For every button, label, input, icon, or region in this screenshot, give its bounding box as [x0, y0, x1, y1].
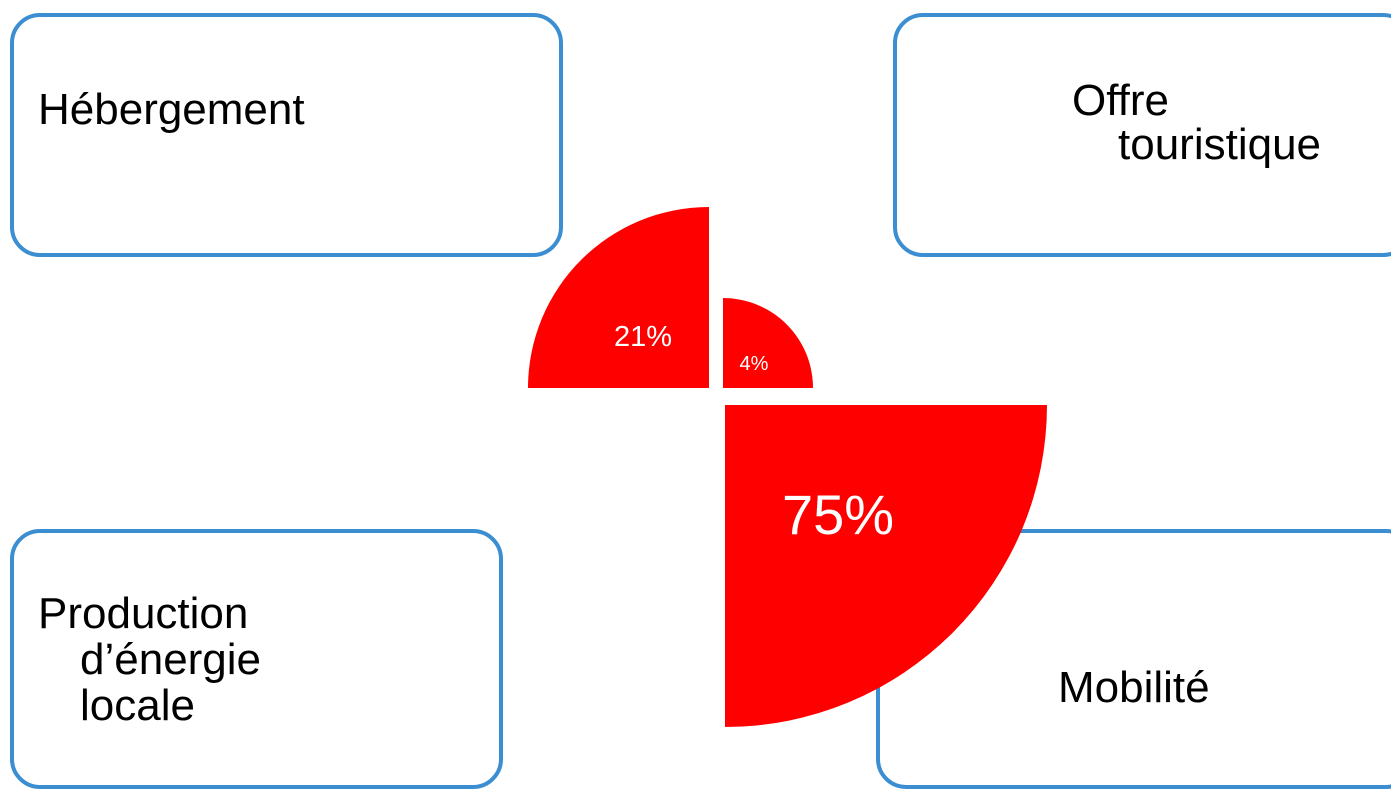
production-label-line-1: Production	[38, 589, 249, 638]
box-offre-touristique: Offre touristique	[893, 13, 1391, 257]
pie-label-21: 21%	[614, 321, 672, 353]
hebergement-label: Hébergement	[38, 85, 305, 134]
box-production-energie: Production d’énergie locale	[10, 529, 503, 789]
production-label-line-2: d’énergie	[80, 635, 262, 684]
pie-label-75: 75%	[782, 483, 894, 546]
pie-label-4: 4%	[740, 353, 769, 375]
offre-label-line-2: touristique	[1118, 120, 1322, 169]
production-label-line-3: locale	[80, 681, 195, 730]
offre-label-line-1: Offre	[1072, 76, 1170, 125]
pie-slice-4	[723, 298, 813, 388]
box-hebergement: Hébergement	[10, 13, 563, 257]
box-mobilite: Mobilité	[876, 529, 1391, 789]
mobilite-label: Mobilité	[1058, 663, 1210, 712]
